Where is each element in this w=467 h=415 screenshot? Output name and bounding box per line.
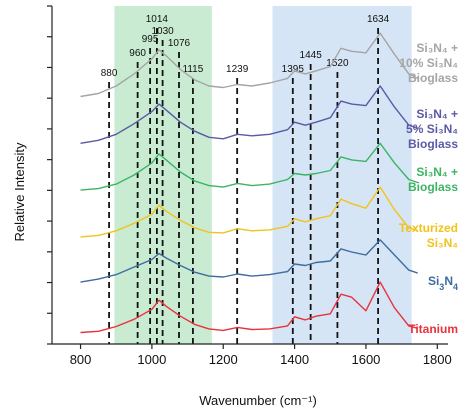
x-tick-label-1200: 1200 bbox=[209, 352, 238, 367]
series-line-6 bbox=[80, 32, 419, 98]
series-label-si3n4-line: Si3N4 bbox=[428, 274, 458, 292]
peak-label-1030: 1030 bbox=[151, 26, 174, 37]
x-tick-label-1600: 1600 bbox=[351, 352, 380, 367]
series-label-5pct-bioglass-line: 5% Si₃N₄ bbox=[406, 122, 458, 136]
series-label-5pct-bioglass-line: Bioglass bbox=[408, 137, 458, 151]
series-label-texturized-line: Si₃N₄ bbox=[427, 236, 459, 250]
series-label-10pct-bioglass-line: Bioglass bbox=[408, 71, 458, 85]
x-axis-title: Wavenumber (cm⁻¹) bbox=[199, 393, 317, 408]
y-axis-title: Relative Intensity bbox=[12, 142, 27, 241]
peak-label-1115: 1115 bbox=[183, 64, 204, 75]
peak-label-1014: 1014 bbox=[146, 14, 169, 25]
x-tick-label-1400: 1400 bbox=[280, 352, 309, 367]
peak-label-1445: 1445 bbox=[300, 50, 323, 61]
series-label-10pct-bioglass-line: Si₃N₄ + bbox=[416, 41, 458, 55]
series-line-5 bbox=[80, 85, 418, 144]
series-label-bioglass: Si₃N₄ +Bioglass bbox=[408, 165, 458, 194]
peak-label-1395: 1395 bbox=[282, 64, 305, 75]
series-label-si3n4: Si3N4 bbox=[428, 274, 458, 292]
highlight-band-2 bbox=[272, 6, 412, 344]
series-line-3 bbox=[80, 186, 418, 238]
series-label-bioglass-line: Bioglass bbox=[408, 180, 458, 194]
peak-label-1239: 1239 bbox=[226, 64, 249, 75]
series-label-bioglass-line: Si₃N₄ + bbox=[416, 165, 458, 179]
peak-label-960: 960 bbox=[129, 48, 146, 59]
series-line-2 bbox=[80, 239, 418, 283]
series-label-10pct-bioglass-line: 10% Si₃N₄ bbox=[399, 56, 458, 70]
series-label-texturized-line: Texturized bbox=[399, 221, 458, 235]
x-tick-label-1800: 1800 bbox=[423, 352, 452, 367]
x-tick-label-1000: 1000 bbox=[137, 352, 166, 367]
highlight-bands bbox=[114, 6, 412, 344]
axes: 800 1000 1200 1400 1600 1800 bbox=[47, 5, 452, 367]
series-lines bbox=[80, 32, 419, 334]
peak-label-995: 995 bbox=[142, 34, 159, 45]
series-label-5pct-bioglass-line: Si₃N₄ + bbox=[416, 107, 458, 121]
series-label-titanium-line: Titanium bbox=[408, 322, 458, 336]
peak-label-1076: 1076 bbox=[168, 38, 191, 49]
series-line-1 bbox=[80, 281, 418, 334]
peak-label-1520: 1520 bbox=[326, 58, 349, 69]
series-line-4 bbox=[80, 142, 418, 191]
series-label-titanium: Titanium bbox=[408, 322, 458, 336]
peak-label-880: 880 bbox=[101, 68, 118, 79]
peak-label-1634: 1634 bbox=[367, 14, 390, 25]
x-tick-label-800: 800 bbox=[70, 352, 92, 367]
